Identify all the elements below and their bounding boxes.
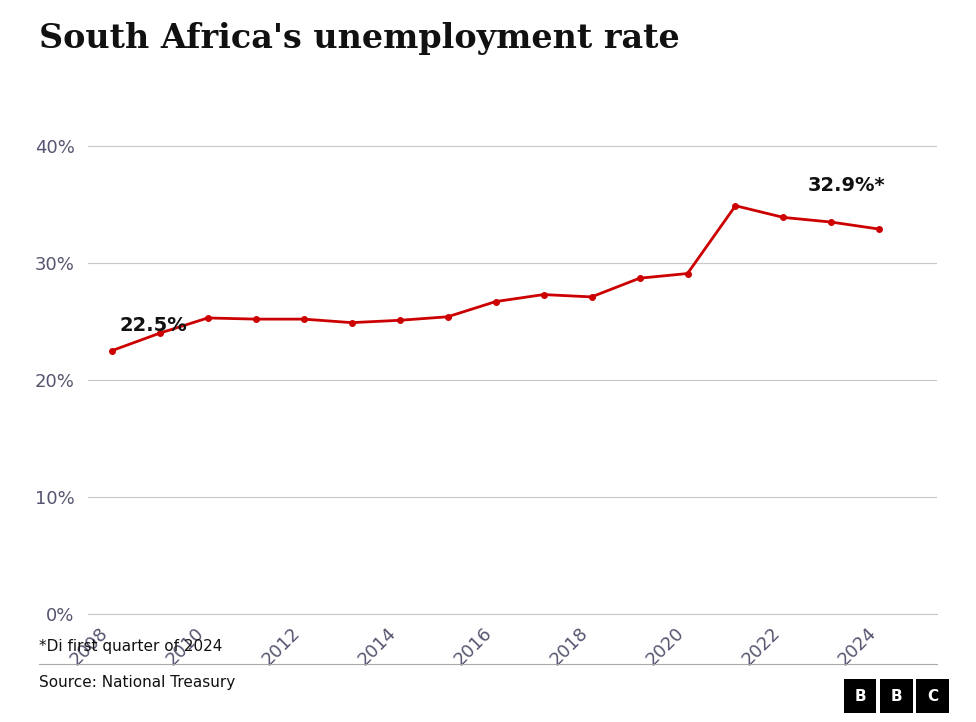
- Text: 22.5%: 22.5%: [119, 316, 186, 336]
- Text: Source: National Treasury: Source: National Treasury: [39, 675, 235, 690]
- Text: *Di first quarter of 2024: *Di first quarter of 2024: [39, 639, 223, 654]
- Text: C: C: [927, 689, 938, 703]
- Text: South Africa's unemployment rate: South Africa's unemployment rate: [39, 22, 680, 55]
- Text: B: B: [891, 689, 902, 703]
- Text: B: B: [855, 689, 866, 703]
- Text: 32.9%*: 32.9%*: [807, 176, 885, 195]
